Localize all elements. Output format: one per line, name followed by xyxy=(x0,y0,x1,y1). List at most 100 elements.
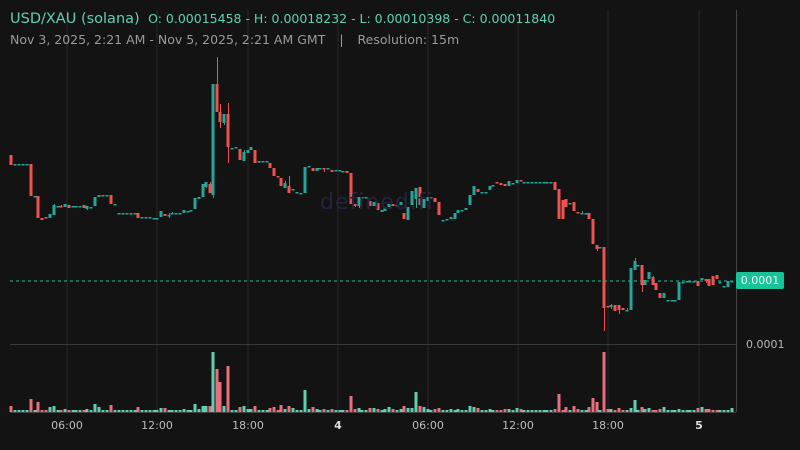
candle-body xyxy=(564,199,568,207)
volume-bar xyxy=(549,410,553,412)
volume-bar xyxy=(338,410,342,412)
volume-bar xyxy=(326,410,330,412)
volume-bar xyxy=(609,409,613,412)
candle-body xyxy=(598,247,602,249)
candle-body xyxy=(557,189,561,219)
candle-body xyxy=(144,217,148,219)
volume-bar xyxy=(688,410,692,412)
volume-bar xyxy=(341,410,345,412)
candle-body xyxy=(480,192,484,194)
candle-body xyxy=(71,206,75,208)
candle-body xyxy=(167,215,171,217)
volume-bar xyxy=(406,408,410,412)
candle-body xyxy=(704,279,708,281)
volume-bar xyxy=(121,410,125,412)
candle-body xyxy=(380,210,384,212)
candle-body xyxy=(576,212,580,214)
volume-bar xyxy=(534,410,538,412)
candle-body xyxy=(315,168,319,171)
candle-body xyxy=(238,149,242,160)
candle-body xyxy=(418,187,422,205)
candle-body xyxy=(464,208,468,210)
volume-bar xyxy=(643,409,647,412)
candle-body xyxy=(48,214,52,218)
time-axis-label: 5 xyxy=(695,419,703,432)
candle-body xyxy=(133,213,137,215)
candle-body xyxy=(677,282,681,300)
time-axis-label: 4 xyxy=(334,419,342,432)
volume-bar xyxy=(376,409,380,412)
candle-body xyxy=(522,182,526,184)
volume-bar xyxy=(364,410,368,412)
candle-body xyxy=(283,183,287,188)
candle-body xyxy=(602,247,606,308)
volume-bar xyxy=(613,410,617,412)
candle-body xyxy=(696,281,700,286)
volume-bar xyxy=(71,410,75,412)
volume-bar xyxy=(140,410,144,412)
volume-bar xyxy=(78,410,82,412)
candle-body xyxy=(234,147,238,149)
volume-bar xyxy=(253,406,257,412)
candle-body xyxy=(326,168,330,170)
volume-bar xyxy=(74,410,78,412)
candle-body xyxy=(364,197,368,199)
candle-body xyxy=(186,211,190,213)
volume-bar xyxy=(564,407,568,412)
volume-bar xyxy=(372,408,376,412)
candle-body xyxy=(249,147,253,150)
subtitle-row: Nov 3, 2025, 2:21 AM - Nov 5, 2025, 2:21… xyxy=(10,32,555,48)
candle-body xyxy=(357,197,361,206)
volume-bar xyxy=(291,408,295,412)
candle-body xyxy=(456,210,460,213)
volume-bar xyxy=(295,410,299,412)
volume-bar xyxy=(495,410,499,412)
candle-body xyxy=(311,168,315,171)
volume-bar xyxy=(441,410,445,412)
candle-body xyxy=(97,195,101,197)
candle-body xyxy=(402,213,406,219)
volume-bar xyxy=(662,407,666,412)
candle-body xyxy=(376,203,380,210)
volume-bar xyxy=(480,410,484,412)
candle-body xyxy=(322,168,326,170)
candle-body xyxy=(125,213,129,215)
volume-bar xyxy=(201,406,205,412)
volume-bar xyxy=(82,410,86,412)
candle-body xyxy=(257,161,261,163)
volume-bar xyxy=(21,410,25,412)
candle-body xyxy=(117,213,121,215)
candle-body xyxy=(651,277,655,285)
volume-bar xyxy=(246,409,250,412)
candle-body xyxy=(89,207,93,209)
candle-body xyxy=(519,180,523,182)
candle-body xyxy=(395,205,399,207)
candle-body xyxy=(515,180,519,183)
candle-body xyxy=(572,202,576,211)
volume-bar xyxy=(456,409,460,412)
candle-body xyxy=(276,176,280,178)
volume-bar xyxy=(595,402,599,412)
volume-bar xyxy=(545,410,549,412)
candle-body xyxy=(410,191,414,205)
candle-body xyxy=(338,170,342,172)
volume-bar xyxy=(654,410,658,412)
candle-body xyxy=(201,184,205,197)
candle-body xyxy=(530,182,534,184)
candle-body xyxy=(368,201,372,206)
candle-body xyxy=(291,189,295,191)
volume-bar xyxy=(265,410,269,412)
volume-bar xyxy=(395,410,399,412)
volume-bar xyxy=(155,410,159,412)
candle-body xyxy=(261,161,265,163)
volume-bar xyxy=(445,410,449,412)
volume-bar xyxy=(303,390,307,412)
volume-bar xyxy=(700,407,704,412)
candle-body xyxy=(349,173,353,204)
candle-body xyxy=(429,197,433,199)
resolution-label: Resolution: 15m xyxy=(357,32,460,47)
date-range: Nov 3, 2025, 2:21 AM - Nov 5, 2025, 2:21… xyxy=(10,32,326,47)
candle-body xyxy=(726,281,730,287)
volume-bar xyxy=(453,410,457,412)
